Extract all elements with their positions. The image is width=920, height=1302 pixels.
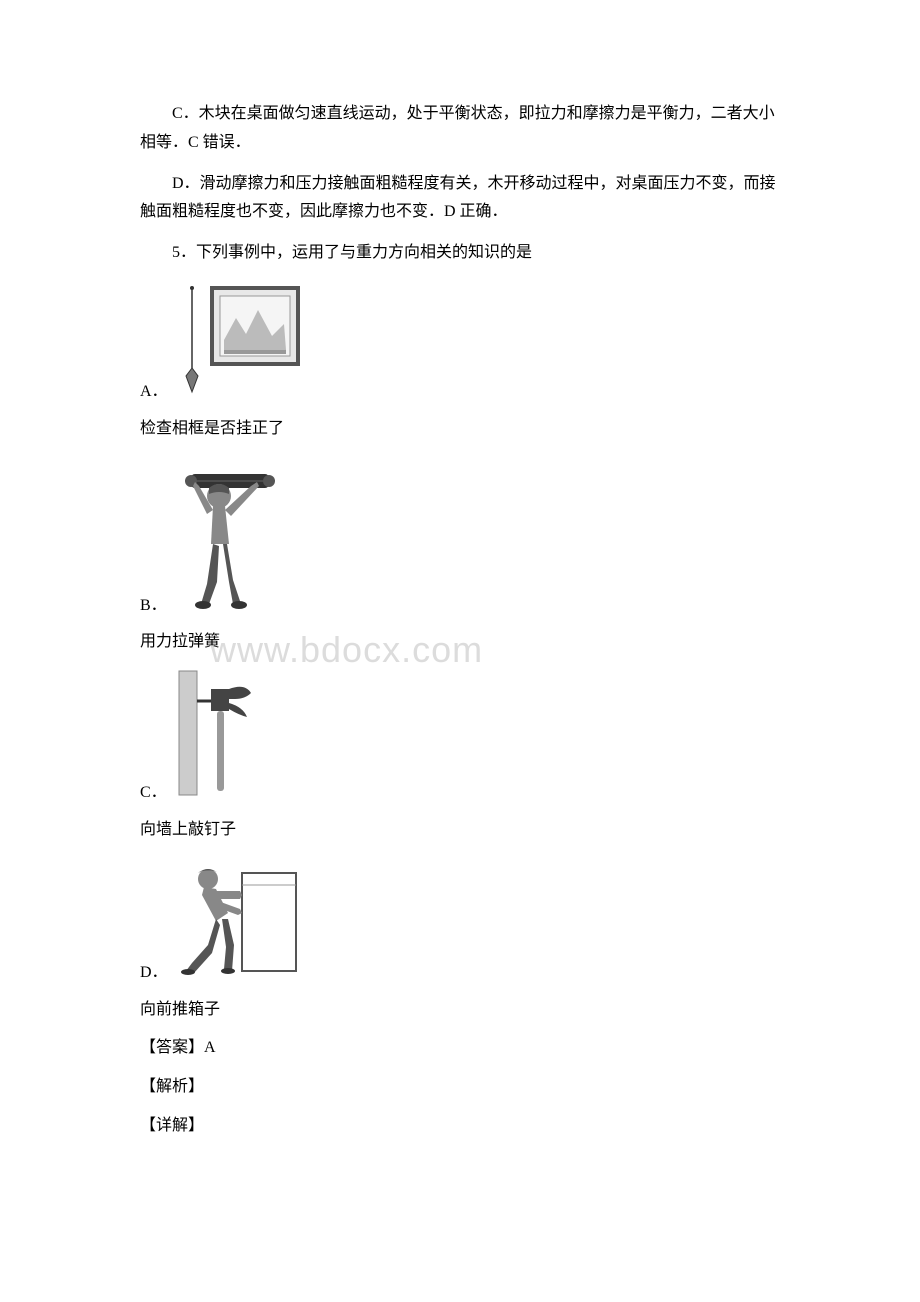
option-a-image — [172, 280, 302, 407]
option-b-label: B． — [140, 592, 167, 621]
explanation-d: D．滑动摩擦力和压力接触面粗糙程度有关，木开移动过程中，对桌面压力不变，而接触面… — [140, 170, 780, 228]
option-d-image — [172, 855, 302, 988]
option-c-label: C． — [140, 779, 167, 808]
analysis: 【解析】 — [140, 1073, 780, 1102]
option-a-row: A． — [140, 280, 780, 407]
option-c-caption: 向墙上敲钉子 — [140, 816, 780, 845]
option-d-caption: 向前推箱子 — [140, 996, 780, 1025]
option-d-row: D． — [140, 855, 780, 988]
option-b-image — [171, 454, 277, 621]
option-b-row: B． — [140, 454, 780, 621]
option-c-image — [171, 667, 271, 808]
answer: 【答案】A — [140, 1034, 780, 1063]
option-c-row: C． — [140, 667, 780, 808]
option-a-caption: 检查相框是否挂正了 — [140, 415, 780, 444]
option-d-label: D． — [140, 959, 168, 988]
detail: 【详解】 — [140, 1112, 780, 1141]
explanation-c: C．木块在桌面做匀速直线运动，处于平衡状态，即拉力和摩擦力是平衡力，二者大小相等… — [140, 100, 780, 158]
option-b-caption: 用力拉弹簧 — [140, 628, 780, 657]
option-a-label: A． — [140, 378, 168, 407]
question-5: 5．下列事例中，运用了与重力方向相关的知识的是 — [140, 239, 780, 268]
